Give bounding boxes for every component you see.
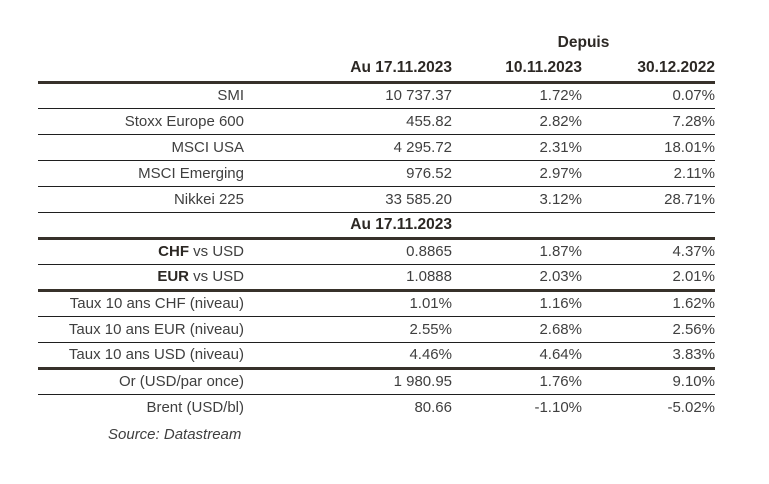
table-row: CHF vs USD 0.8865 1.87% 4.37% [38,238,715,265]
cell-value: -1.10% [534,398,582,416]
row-label: Stoxx Europe 600 [38,108,260,135]
cell-value: 1.01% [260,290,452,317]
cell-value: 33 585.20 [260,186,452,213]
row-label: EUR vs USD [38,264,260,292]
cell-value: 2.82% [452,108,582,135]
cell-value: 2.68% [452,316,582,343]
col-header-since-year: 30.12.2022 [582,56,715,84]
row-label: Nikkei 225 [38,186,260,213]
cell-value: 10 737.37 [260,82,452,109]
table-row: Or (USD/par once) 1 980.95 1.76% 9.10% [38,368,715,395]
table-header: Depuis Au 17.11.2023 10.11.2023 30.12.20… [38,30,715,84]
cell-value: 80.66 [414,398,452,416]
row-label: CHF vs USD [38,238,260,265]
col-header-since-week: 10.11.2023 [452,56,582,84]
table-row: MSCI USA 4 295.72 2.31% 18.01% [38,134,715,161]
cell-value: 2.31% [452,134,582,161]
empty-cell [452,212,582,240]
cell-value: 1.62% [582,290,715,317]
table-row: Brent (USD/bl) 80.66 -1.10% -5.02% [38,394,715,420]
table-row: SMI 10 737.37 1.72% 0.07% [38,82,715,109]
row-label: Or (USD/par once) [38,368,260,395]
table-row: Stoxx Europe 600 455.82 2.82% 7.28% [38,108,715,135]
table-body: SMI 10 737.37 1.72% 0.07% Stoxx Europe 600 45… [38,82,715,420]
cell-value: 28.71% [582,186,715,213]
table-row: Taux 10 ans EUR (niveau) 2.55% 2.68% 2.56% [38,316,715,343]
cell-value: 2.11% [582,160,715,187]
depuis-header-row: Depuis [38,30,715,56]
cell-value: 0.07% [582,82,715,109]
table-row: Taux 10 ans CHF (niveau) 1.01% 1.16% 1.62% [38,290,715,317]
table-row: Nikkei 225 33 585.20 3.12% 28.71% [38,186,715,213]
table-row: Au 17.11.2023 [38,212,715,240]
cell-value: 9.10% [582,368,715,395]
empty-header-cell [260,30,452,56]
source-note: Source: Datastream [108,426,242,443]
cell-value: 1.0888 [260,264,452,292]
cell-value: 976.52 [260,160,452,187]
row-label: Taux 10 ans CHF (niveau) [38,290,260,317]
table-row: Taux 10 ans USD (niveau) 4.46% 4.64% 3.83% [38,342,715,370]
cell-value: 2.56% [582,316,715,343]
cell-value: 4.46% [260,342,452,370]
section-subtitle: Au 17.11.2023 [260,212,452,240]
depuis-header: Depuis [557,34,610,51]
column-header-row: Au 17.11.2023 10.11.2023 30.12.2022 [38,56,715,84]
cell-value: 2.55% [260,316,452,343]
cell-value: 1.16% [452,290,582,317]
empty-header-cell [38,56,260,84]
row-label: Taux 10 ans EUR (niveau) [38,316,260,343]
cell-value: 1.87% [452,238,582,265]
cell-value: 4 295.72 [260,134,452,161]
cell-value: 18.01% [582,134,715,161]
cell-value: 7.28% [582,108,715,135]
cell-value: 2.97% [452,160,582,187]
cell-value: 2.03% [452,264,582,292]
cell-value: 1.72% [452,82,582,109]
row-label: MSCI Emerging [38,160,260,187]
col-header-current-date: Au 17.11.2023 [260,56,452,84]
empty-header-cell [38,30,260,56]
cell-value: 4.37% [582,238,715,265]
empty-cell [582,212,715,240]
cell-value: 0.8865 [260,238,452,265]
row-label: SMI [38,82,260,109]
table-row: EUR vs USD 1.0888 2.03% 2.01% [38,264,715,292]
cell-value: 455.82 [260,108,452,135]
row-label: Brent (USD/bl) [146,398,244,416]
cell-value: 1.76% [452,368,582,395]
cell-value: -5.02% [667,398,715,416]
cell-value: 3.83% [582,342,715,370]
row-label [38,212,260,240]
cell-value: 1 980.95 [260,368,452,395]
row-label: Taux 10 ans USD (niveau) [38,342,260,370]
cell-value: 3.12% [452,186,582,213]
row-label: MSCI USA [38,134,260,161]
cell-value: 2.01% [582,264,715,292]
market-data-table: Depuis Au 17.11.2023 10.11.2023 30.12.20… [38,30,715,420]
table-row: MSCI Emerging 976.52 2.97% 2.11% [38,160,715,187]
cell-value: 4.64% [452,342,582,370]
